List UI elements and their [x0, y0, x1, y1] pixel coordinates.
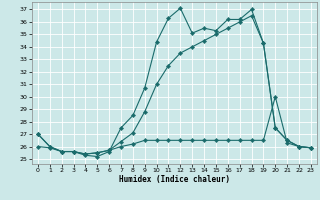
X-axis label: Humidex (Indice chaleur): Humidex (Indice chaleur): [119, 175, 230, 184]
